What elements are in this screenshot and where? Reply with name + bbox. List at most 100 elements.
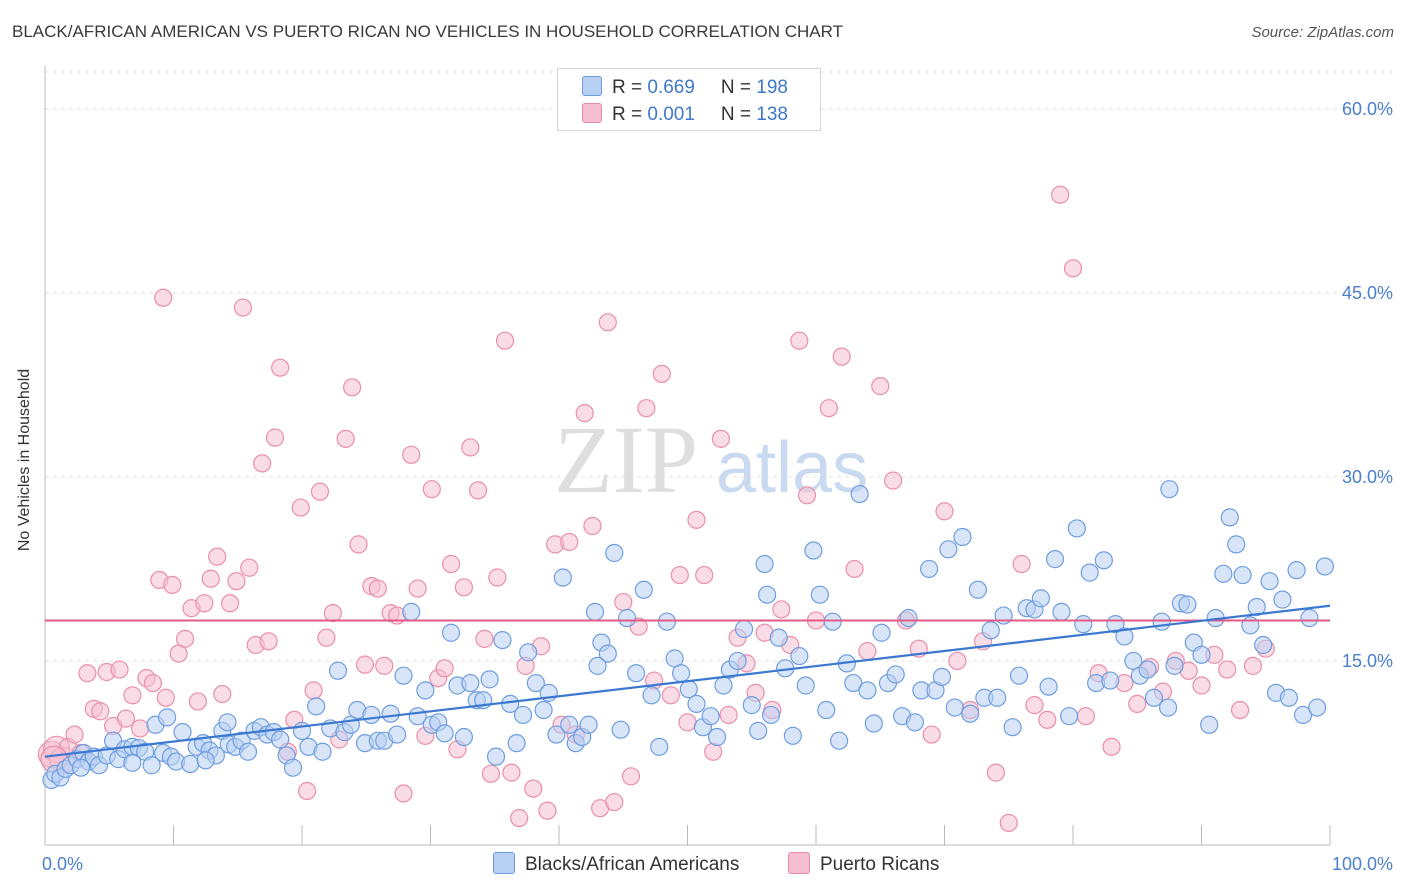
puerto-rican-point: [502, 763, 521, 782]
x-tick-labels: 0.0% 100.0%: [42, 854, 1393, 874]
black-point: [905, 713, 925, 732]
puerto-rican-point: [948, 651, 967, 671]
black-point: [823, 612, 842, 631]
black-point: [1220, 508, 1239, 527]
puerto-rican-point: [78, 664, 97, 683]
puerto-rican-point: [637, 399, 656, 418]
puerto-rican-point: [163, 575, 182, 594]
black-point: [271, 730, 290, 749]
black-point: [988, 688, 1007, 707]
black-point: [1052, 602, 1071, 621]
puerto-rican-point: [233, 298, 252, 317]
puerto-rican-point: [402, 445, 421, 464]
puerto-rican-point: [110, 660, 129, 679]
puerto-rican-point: [65, 725, 84, 744]
black-point: [1067, 519, 1086, 538]
black-point: [1214, 564, 1233, 583]
black-point: [810, 585, 829, 604]
legend-swatch-black: [582, 76, 602, 96]
black-point: [598, 644, 617, 663]
black-point: [626, 664, 646, 683]
puerto-rican-point: [481, 764, 500, 783]
black-point: [560, 715, 579, 734]
black-point: [1192, 645, 1211, 664]
black-point: [454, 727, 474, 747]
black-point: [919, 559, 939, 579]
black-point: [1080, 563, 1099, 582]
black-point: [605, 543, 624, 563]
puerto-rican-point: [156, 688, 175, 707]
black-point: [796, 676, 815, 695]
puerto-rican-point: [265, 428, 285, 447]
puerto-rican-point: [772, 600, 791, 619]
black-point: [1279, 688, 1298, 707]
puerto-rican-point: [408, 579, 427, 598]
black-point: [657, 612, 677, 631]
black-point: [790, 646, 809, 666]
puerto-rican-point: [143, 673, 163, 693]
black-point: [650, 737, 669, 756]
black-point: [123, 753, 142, 772]
x-tick-label: 100.0%: [1332, 854, 1393, 874]
series-label-puerto-rican: Puerto Ricans: [820, 854, 940, 875]
black-point: [142, 756, 161, 775]
black-point: [1101, 671, 1120, 690]
black-point: [864, 714, 883, 733]
puerto-rican-point: [790, 331, 809, 350]
black-point: [714, 676, 733, 695]
black-point: [1144, 688, 1164, 707]
black-point: [886, 665, 905, 684]
black-point: [742, 696, 761, 715]
black-point: [307, 697, 326, 716]
legend-n-value: 198: [756, 77, 788, 98]
series-swatch-puerto-rican: [788, 852, 810, 874]
black-point: [1160, 480, 1179, 499]
black-point: [961, 704, 980, 723]
puerto-rican-point: [422, 480, 441, 499]
black-point: [1200, 715, 1219, 734]
puerto-rican-point: [560, 532, 579, 552]
puerto-rican-point: [797, 486, 817, 505]
black-point: [1241, 616, 1260, 635]
legend-row-puerto-rican: R = 0.001 N = 138: [582, 103, 788, 126]
y-tick-label: 60.0%: [1342, 99, 1393, 119]
puerto-rican-point: [349, 535, 368, 554]
puerto-rican-point: [883, 471, 903, 490]
black-point: [755, 554, 774, 574]
black-point: [734, 619, 754, 639]
puerto-rican-point: [323, 603, 342, 623]
black-point: [618, 608, 637, 628]
black-point: [441, 623, 461, 642]
puerto-rican-point: [488, 568, 507, 587]
black-point: [1152, 612, 1171, 631]
puerto-rican-point: [475, 629, 494, 648]
black-point: [932, 667, 952, 687]
puerto-rican-point: [687, 510, 706, 529]
axes: [44, 66, 1331, 846]
puerto-rican-point: [220, 594, 240, 613]
legend-r-value: 0.669: [647, 77, 695, 98]
black-point: [1115, 627, 1134, 646]
puerto-rican-point: [123, 686, 142, 705]
black-point: [507, 734, 526, 753]
series-label-black: Blacks/African Americans: [525, 854, 740, 875]
black-point: [71, 758, 91, 777]
puerto-rican-point: [1192, 676, 1211, 695]
y-tick-label: 15.0%: [1342, 651, 1393, 671]
puerto-rican-point: [304, 681, 323, 700]
black-point: [994, 606, 1013, 625]
puerto-rican-point: [583, 516, 602, 536]
puerto-rican-point: [175, 629, 195, 648]
black-point: [181, 754, 200, 774]
black-point: [218, 713, 237, 732]
black-trend-line: [44, 604, 1331, 758]
legend-n-label: N =: [720, 104, 757, 125]
black-point: [1165, 656, 1184, 675]
black-point: [585, 602, 605, 621]
trend-lines: [44, 604, 1331, 758]
black-point: [526, 673, 545, 693]
black-point: [850, 484, 869, 504]
black-point: [579, 715, 598, 734]
watermark-atlas: atlas: [716, 428, 868, 508]
legend-r-label: R =: [612, 77, 648, 98]
